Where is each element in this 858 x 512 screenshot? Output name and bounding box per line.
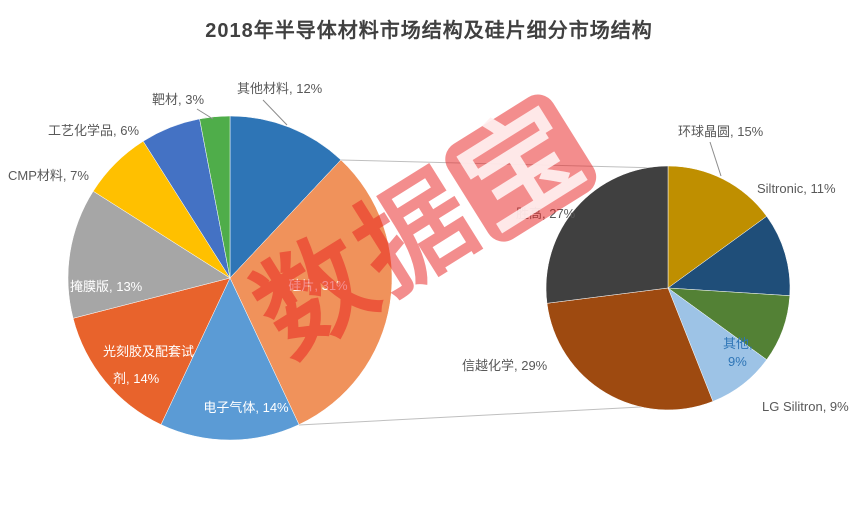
label-leader-line-3 (709, 141, 722, 177)
pie-slice-其他材料 (229, 115, 342, 279)
pie-slice-靶材 (199, 115, 231, 279)
pie-label-工艺化学品: 工艺化学品, 6% (48, 123, 139, 138)
pie-label-Siltronic: Siltronic, 11% (757, 181, 836, 196)
pie-slice-Siltronic (667, 215, 791, 296)
pie-label-硅片: 硅片, 31% (288, 278, 348, 293)
pie-slice-硅片 (229, 159, 393, 425)
pie-label-电子气体: 电子气体, 14% (203, 400, 289, 415)
pie-label-环球晶圆: 环球晶圆, 15% (678, 124, 764, 139)
pie-label-CMP材料: CMP材料, 7% (8, 168, 89, 183)
pie-label-胜高: 胜高, 27% (516, 206, 576, 221)
pie-label-其他材料: 其他材料, 12% (237, 81, 323, 96)
pie-slice-光刻胶及配套试剂 (72, 277, 231, 425)
pie-slice-环球晶圆 (667, 165, 768, 289)
label-leader-line-2 (196, 108, 214, 120)
pie-connector-line-2 (298, 405, 660, 426)
pie-slice-电子气体 (160, 277, 300, 441)
pie-label-掩膜版: 掩膜版, 13% (70, 279, 143, 294)
pie-slice-信越化学 (546, 287, 714, 411)
pie-connector-line-1 (340, 159, 662, 169)
pie-slice-掩膜版 (67, 190, 231, 319)
label-leader-line-1 (262, 99, 288, 126)
chart-title: 2018年半导体材料市场结构及硅片细分市场结构 (205, 20, 653, 42)
pie-slice-胜高 (545, 165, 669, 304)
pie-label-LG Silitron: LG Silitron, 9% (762, 399, 849, 414)
pie-label-信越化学: 信越化学, 29% (462, 358, 548, 373)
pie-label-其他: 其他, 9% (723, 336, 753, 369)
pie-label-靶材: 靶材, 3% (152, 92, 204, 107)
pie-label-光刻胶及配套试剂: 光刻胶及配套试剂, 14% (103, 344, 194, 386)
